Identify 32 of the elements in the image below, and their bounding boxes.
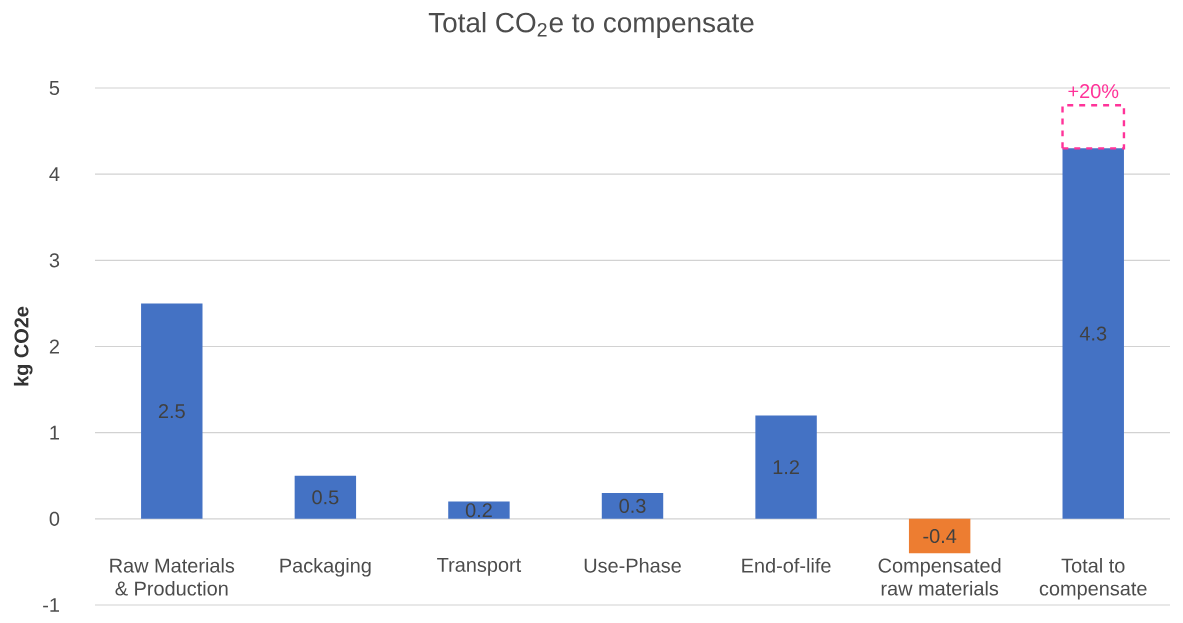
bar xyxy=(448,501,510,519)
y-tick-label: 4 xyxy=(49,167,60,182)
x-tick-label: Total to compensate xyxy=(1039,558,1147,600)
y-tick-label: 0 xyxy=(49,511,60,526)
bar xyxy=(1062,148,1124,519)
annotation: +20% xyxy=(1068,84,1119,99)
chart-title: Total CO$_{2}$e to compensate xyxy=(428,11,754,38)
y-tick-label: -1 xyxy=(43,598,59,612)
x-tick-label: Transport xyxy=(437,558,522,576)
y-tick-label: 3 xyxy=(49,253,60,268)
x-tick-label: Packaging xyxy=(280,558,371,577)
y-tick-label: 5 xyxy=(49,81,60,95)
data-label: 0.3 xyxy=(619,498,646,513)
data-label: 1.2 xyxy=(773,460,799,475)
y-tick-label: 2 xyxy=(49,339,59,354)
y-tick-label: 1 xyxy=(50,425,59,440)
x-tick-label: End-of-life xyxy=(742,558,831,573)
bar xyxy=(141,303,203,519)
bar xyxy=(601,492,664,519)
data-label: 4.3 xyxy=(1079,326,1107,341)
y-axis-title: kg CO2e xyxy=(13,306,33,386)
x-tick-label: Compensated raw materials xyxy=(878,558,1001,596)
x-tick-label: Raw Materials & Production xyxy=(110,558,235,596)
data-label: 2.5 xyxy=(158,404,185,419)
bar xyxy=(1061,104,1126,150)
bar xyxy=(294,475,357,519)
data-label: 0.2 xyxy=(465,503,492,518)
data-label: -0.4 xyxy=(923,529,957,544)
x-tick-label: Use-Phase xyxy=(584,558,681,573)
bar xyxy=(908,518,971,554)
bar xyxy=(755,415,817,519)
data-label: 0.5 xyxy=(312,490,339,505)
